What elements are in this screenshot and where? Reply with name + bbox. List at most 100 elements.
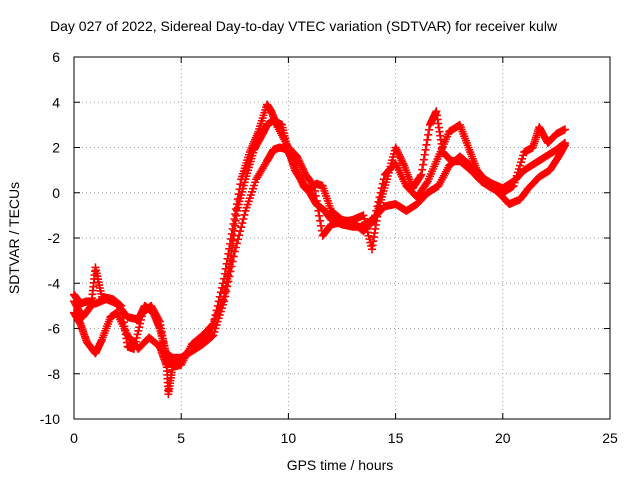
data-point (235, 231, 244, 240)
data-point (309, 180, 318, 189)
data-point (419, 160, 428, 169)
data-point (298, 165, 307, 174)
y-tick-label: 6 (52, 49, 60, 65)
data-point (131, 337, 140, 346)
data-point (392, 145, 401, 154)
data-point (316, 221, 325, 230)
data-point (134, 326, 143, 335)
data-point (398, 157, 407, 166)
data-point (234, 235, 243, 244)
data-point (210, 315, 219, 324)
data-point (222, 287, 231, 296)
data-point (397, 156, 406, 165)
data-point (238, 219, 247, 228)
y-tick-label: 4 (52, 94, 60, 110)
data-point (394, 148, 403, 157)
y-tick-label: -10 (40, 411, 60, 427)
data-point (297, 161, 306, 170)
data-point (391, 143, 400, 152)
data-point (310, 181, 319, 190)
data-point (228, 224, 237, 233)
data-point (220, 269, 229, 278)
data-point (216, 288, 225, 297)
data-point (130, 344, 139, 353)
data-point (417, 170, 426, 179)
y-tick-label: -6 (48, 321, 61, 337)
data-point (230, 214, 239, 223)
data-point (314, 206, 323, 215)
data-point (315, 211, 324, 220)
data-point (229, 252, 238, 261)
data-point (235, 185, 244, 194)
data-point (214, 297, 223, 306)
grid (74, 57, 610, 419)
data-point (312, 196, 321, 205)
x-tick-label: 5 (177, 430, 185, 446)
x-tick-label: 15 (388, 430, 404, 446)
x-tick-label: 0 (70, 430, 78, 446)
data-point (232, 200, 241, 209)
data-point (223, 282, 232, 291)
data-point (135, 323, 144, 332)
series-1 (70, 116, 569, 362)
series-3 (70, 100, 569, 399)
data-point (294, 156, 303, 165)
data-point (227, 229, 236, 238)
data-point (227, 262, 236, 271)
data-point (298, 163, 307, 172)
data-point (236, 227, 245, 236)
data-point (221, 264, 230, 273)
series-2 (70, 120, 569, 369)
data-point (86, 303, 95, 312)
data-point (225, 244, 234, 253)
data-point (212, 306, 221, 315)
data-point (209, 319, 218, 328)
data-point (228, 257, 237, 266)
chart-title: Day 027 of 2022, Sidereal Day-to-day VTE… (50, 18, 558, 34)
data-point (422, 179, 431, 188)
data-point (226, 234, 235, 243)
data-point (395, 152, 404, 161)
data-point (136, 319, 145, 328)
data-point (213, 301, 222, 310)
data-point (399, 159, 408, 168)
data-point (229, 219, 238, 228)
data-point (420, 150, 429, 159)
data-point (222, 259, 231, 268)
data-point (237, 223, 246, 232)
data-points (70, 100, 569, 399)
data-point (224, 249, 233, 258)
data-point (130, 341, 139, 350)
data-point (226, 239, 235, 248)
data-point (154, 316, 163, 325)
data-point (132, 334, 141, 343)
y-tick-label: -4 (48, 275, 61, 291)
data-point (424, 130, 433, 139)
y-axis-title: SDTVAR / TECUs (6, 182, 22, 294)
data-point (316, 216, 325, 225)
data-point (292, 152, 301, 161)
x-axis-title: GPS time / hours (287, 457, 394, 473)
data-point (421, 145, 430, 154)
data-point (396, 154, 405, 163)
x-tick-label: 20 (495, 430, 511, 446)
data-point (232, 205, 241, 214)
data-point (299, 167, 308, 176)
data-point (208, 332, 217, 341)
data-point (295, 157, 304, 166)
data-point (311, 191, 320, 200)
data-point (296, 159, 305, 168)
x-tick-label: 25 (602, 430, 618, 446)
data-point (233, 195, 242, 204)
y-tick-label: 2 (52, 140, 60, 156)
data-point (236, 180, 245, 189)
x-tick-label: 10 (281, 430, 297, 446)
data-point (416, 172, 425, 181)
data-point (231, 210, 240, 219)
data-point (136, 315, 145, 324)
data-point (133, 330, 142, 339)
data-point (293, 154, 302, 163)
data-point (239, 214, 248, 223)
